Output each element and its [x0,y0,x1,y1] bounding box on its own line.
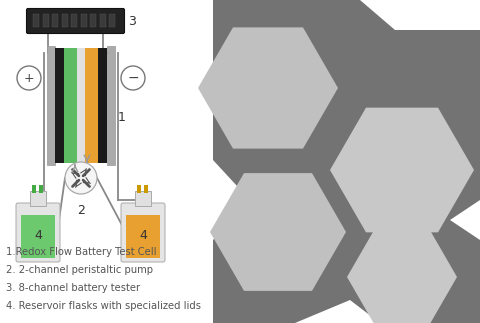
Bar [99,14,106,27]
Text: 2. 2-channel peristaltic pump: 2. 2-channel peristaltic pump [6,265,153,275]
Text: 1.Redox Flow Battery Test Cell: 1.Redox Flow Battery Test Cell [6,247,156,257]
Bar [43,14,48,27]
FancyBboxPatch shape [121,203,165,262]
Bar [135,191,151,206]
Text: 4. Reservoir flasks with specialized lids: 4. Reservoir flasks with specialized lid… [6,301,201,311]
Bar [98,48,107,163]
Polygon shape [198,27,338,149]
Bar [64,48,77,163]
Bar [71,14,77,27]
Bar [144,185,148,193]
Bar [126,215,160,258]
FancyBboxPatch shape [16,203,60,262]
Polygon shape [213,0,480,323]
Bar [61,14,68,27]
Text: 4: 4 [139,229,147,242]
Text: −: − [127,71,139,85]
Bar [90,14,96,27]
Bar [33,14,39,27]
Text: 2: 2 [77,204,85,217]
Bar [30,191,46,206]
Bar [39,185,43,193]
Bar [109,14,115,27]
Polygon shape [330,108,474,232]
Bar [77,48,85,163]
Polygon shape [347,229,457,323]
Polygon shape [210,173,346,291]
Bar [85,48,98,163]
Bar [137,185,141,193]
Bar [81,14,86,27]
FancyBboxPatch shape [26,8,124,34]
Bar [47,46,55,165]
Bar [52,14,58,27]
Text: 1: 1 [118,110,126,123]
Bar [21,215,55,258]
Text: 3: 3 [128,15,136,27]
Text: 3. 8-channel battery tester: 3. 8-channel battery tester [6,283,140,293]
Text: +: + [24,71,34,85]
Bar [107,46,115,165]
Bar [55,48,64,163]
Circle shape [65,162,97,194]
Text: 4: 4 [34,229,42,242]
Bar [32,185,36,193]
